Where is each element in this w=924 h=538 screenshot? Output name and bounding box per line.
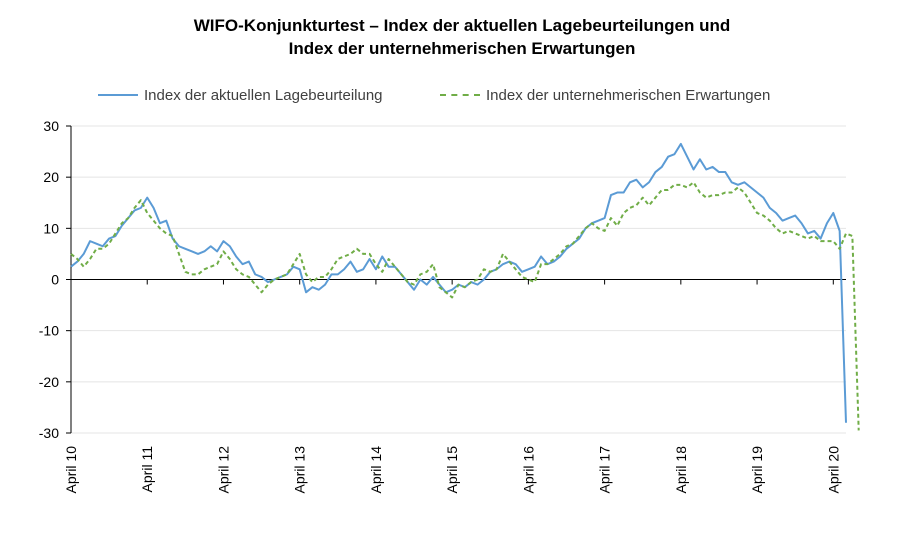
chart-title-line-1: WIFO-Konjunkturtest – Index der aktuelle… [193, 16, 731, 35]
series-line-0 [70, 142, 847, 423]
y-tick-label: -10 [39, 323, 59, 339]
chart-title: WIFO-Konjunkturtest – Index der aktuelle… [0, 14, 924, 60]
x-tick-label: April 18 [673, 446, 689, 494]
x-tick-label: April 13 [292, 446, 308, 494]
tick-labels: -30 -20 -10 0 10 20 30 April 10 April 11 April 12… [39, 118, 842, 493]
x-tick-label: April 19 [749, 446, 765, 494]
legend-swatch-lagebeurteilung [98, 94, 138, 96]
legend-item-erwartungen: Index der unternehmerischen Erwartungen [440, 84, 770, 106]
x-tick-label: April 15 [444, 446, 460, 494]
legend-item-lagebeurteilung: Index der aktuellen Lagebeurteilung [98, 84, 383, 106]
x-tick-label: April 14 [368, 446, 384, 494]
legend-label-lagebeurteilung: Index der aktuellen Lagebeurteilung [144, 86, 383, 104]
grid-lines [71, 125, 846, 434]
axes [66, 125, 846, 434]
x-tick-label: April 20 [825, 446, 841, 494]
y-tick-label: -30 [39, 425, 59, 441]
y-tick-label: 20 [43, 169, 59, 185]
legend-label-erwartungen: Index der unternehmerischen Erwartungen [486, 86, 771, 104]
chart-title-line-2: Index der unternehmerischen Erwartungen [288, 39, 636, 58]
y-tick-label: 10 [43, 220, 59, 236]
legend: Index der aktuellen Lagebeurteilung Inde… [0, 84, 924, 106]
x-tick-label: April 10 [63, 446, 79, 494]
y-tick-label: 30 [43, 118, 59, 134]
series-line-1 [70, 181, 860, 431]
legend-swatch-erwartungen [440, 94, 480, 96]
x-tick-label: April 16 [520, 446, 536, 494]
x-tick-label: April 12 [215, 446, 231, 494]
x-tick-label: April 11 [139, 446, 155, 493]
series-lines [70, 142, 860, 431]
y-tick-label: -20 [39, 374, 59, 390]
y-tick-label: 0 [51, 272, 59, 288]
x-tick-label: April 17 [597, 446, 613, 494]
